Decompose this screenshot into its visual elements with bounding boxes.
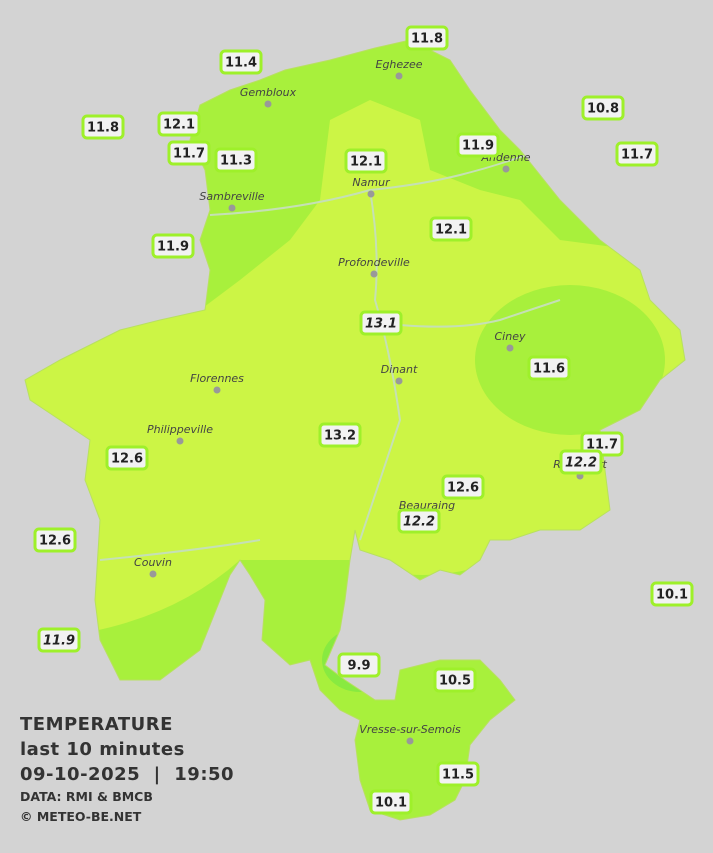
legend-datetime: 09-10-2025 | 19:50 — [20, 764, 235, 785]
temperature-box — [81, 114, 125, 140]
legend-source: DATA: RMI & BMCB — [20, 789, 153, 804]
city-dot — [367, 190, 375, 198]
temperature-box — [581, 95, 625, 121]
city-dot — [506, 344, 514, 352]
city-dot — [228, 204, 236, 212]
legend-title: TEMPERATURE — [20, 714, 173, 735]
city-dot — [176, 437, 184, 445]
temperature-label: 13.1 — [365, 317, 397, 332]
temperature-box — [559, 449, 603, 475]
legend-period: last 10 minutes — [20, 739, 185, 760]
temperature-label: 13.2 — [324, 429, 356, 444]
city-label: Sambreville — [199, 190, 264, 203]
temperature-box — [369, 789, 413, 815]
temperature-label: 11.8 — [411, 32, 443, 47]
temperature-label: 12.6 — [111, 452, 143, 467]
temperature-box — [337, 652, 381, 678]
temperature-box — [157, 111, 201, 137]
temperature-label: 9.9 — [347, 659, 370, 674]
temperature-label: 11.4 — [225, 56, 257, 71]
city-dot — [395, 377, 403, 385]
temperature-box — [359, 310, 403, 336]
legend-copyright: © METEO-BE.NET — [20, 809, 142, 824]
temperature-box — [318, 422, 362, 448]
temperature-label: 12.1 — [435, 223, 467, 238]
temperature-box — [344, 148, 388, 174]
temperature-box — [151, 233, 195, 259]
temperature-label: 11.5 — [442, 768, 474, 783]
city-dot — [502, 165, 510, 173]
city-dot — [370, 270, 378, 278]
temperature-label: 11.6 — [533, 362, 565, 377]
temperature-label: 11.9 — [43, 634, 75, 649]
temperature-box — [219, 49, 263, 75]
city-label: Florennes — [190, 372, 244, 385]
city-label: Philippeville — [147, 423, 213, 436]
temperature-label: 12.6 — [447, 481, 479, 496]
temperature-box — [167, 140, 211, 166]
temperature-label: 11.7 — [173, 147, 205, 162]
temperature-box — [433, 667, 477, 693]
city-dot — [213, 386, 221, 394]
legend: TEMPERATURE last 10 minutes 09-10-2025 |… — [20, 712, 234, 827]
temperature-label: 12.1 — [350, 155, 382, 170]
temperature-label: 12.6 — [39, 534, 71, 549]
temperature-label: 11.7 — [586, 438, 618, 453]
temperature-box — [214, 147, 258, 173]
city-label: Gembloux — [240, 86, 297, 99]
city-label: Dinant — [381, 363, 418, 376]
temperature-box — [441, 474, 485, 500]
temperature-box — [650, 581, 694, 607]
city-dot — [149, 570, 157, 578]
temperature-label: 10.1 — [656, 588, 688, 603]
temperature-label: 10.5 — [439, 674, 471, 689]
city-label: Namur — [352, 176, 391, 189]
temperature-label: 11.8 — [87, 121, 119, 136]
temperature-box — [405, 25, 449, 51]
city-dot — [406, 737, 414, 745]
temperature-label: 12.2 — [403, 515, 435, 530]
temperature-box — [436, 761, 480, 787]
city-dot — [264, 100, 272, 108]
temperature-label: 11.9 — [157, 240, 189, 255]
temperature-label: 10.8 — [587, 102, 619, 117]
temperature-label: 12.2 — [565, 456, 597, 471]
temperature-label: 12.1 — [163, 118, 195, 133]
temperature-box — [105, 445, 149, 471]
temperature-box — [37, 627, 81, 653]
temperature-label: 11.3 — [220, 154, 252, 169]
temperature-label: 11.7 — [621, 148, 653, 163]
city-label: Couvin — [134, 556, 172, 569]
temperature-label: 10.1 — [375, 796, 407, 811]
temperature-box — [615, 141, 659, 167]
temperature-box — [527, 355, 571, 381]
city-dot — [395, 72, 403, 80]
temperature-box — [397, 508, 441, 534]
city-label: Profondeville — [338, 256, 410, 269]
temperature-box — [429, 216, 473, 242]
city-label: Eghezee — [376, 58, 423, 71]
temperature-box — [33, 527, 77, 553]
city-label: Vresse-sur-Semois — [359, 723, 461, 736]
city-label: Ciney — [495, 330, 526, 343]
temperature-label: 11.9 — [462, 139, 494, 154]
temperature-box — [456, 132, 500, 158]
